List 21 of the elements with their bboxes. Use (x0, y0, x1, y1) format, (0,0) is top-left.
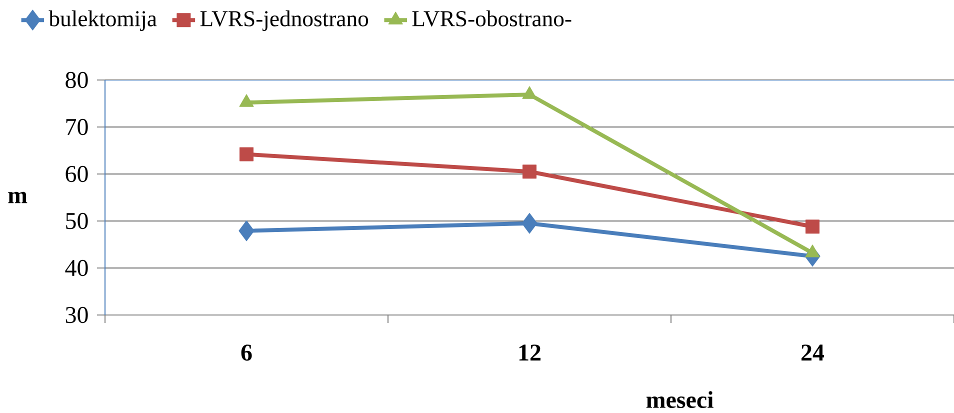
point (522, 86, 537, 99)
point (240, 147, 254, 162)
x-tick-label: 6 (241, 344, 252, 361)
x-axis-title: meseci (646, 391, 714, 408)
y-tick-label: 70 (66, 118, 88, 136)
x-tick-label: 12 (519, 344, 540, 360)
legend-label: bulektomija (48, 10, 157, 31)
point (805, 220, 820, 234)
y-axis-title: m (8, 192, 28, 204)
y-tick-label: 40 (65, 260, 88, 276)
point (239, 94, 254, 107)
y-tick-label: 30 (66, 306, 88, 324)
point (522, 213, 538, 234)
point (522, 164, 536, 179)
point (238, 220, 254, 242)
y-tick-label: 60 (66, 166, 88, 182)
legend-label: LVRS-obostrano- (412, 10, 572, 26)
legend-label: LVRS-jednostrano (200, 10, 368, 31)
y-tick-label: 50 (66, 212, 88, 230)
x-tick-label: 24 (802, 344, 824, 360)
y-tick-label: 80 (66, 72, 88, 88)
